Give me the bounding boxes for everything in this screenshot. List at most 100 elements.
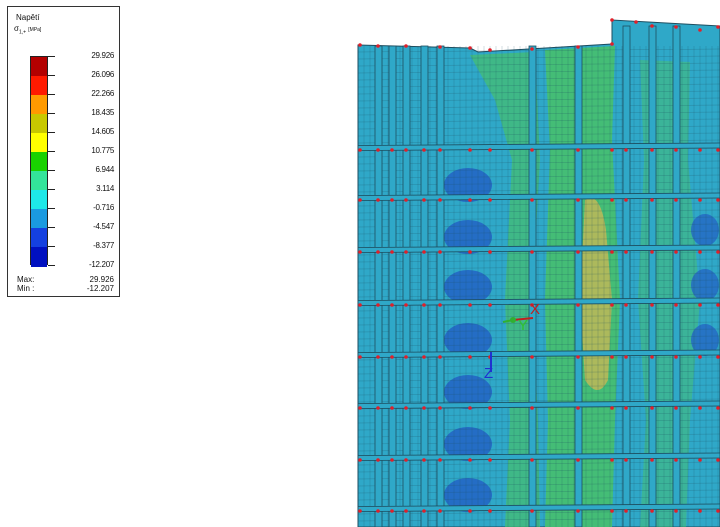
low-stress-patch: [444, 323, 492, 357]
node-marker: [624, 198, 628, 202]
node-marker: [390, 509, 394, 513]
node-marker: [468, 458, 472, 462]
node-marker: [358, 509, 362, 513]
horizontal-beam: [357, 400, 720, 409]
node-marker: [438, 250, 442, 254]
node-marker: [390, 148, 394, 152]
mesh-line-horizontal: [357, 293, 720, 298]
node-marker: [358, 43, 362, 47]
node-marker: [610, 198, 614, 202]
node-marker: [674, 406, 678, 410]
node-marker: [376, 148, 380, 152]
node-marker: [438, 509, 442, 513]
vertical-rib: [374, 45, 383, 527]
node-marker: [610, 303, 614, 307]
vertical-ribs: [374, 25, 681, 527]
mesh-line-horizontal: [357, 475, 720, 480]
node-marker: [438, 148, 442, 152]
node-marker: [468, 198, 472, 202]
node-marker: [390, 355, 394, 359]
mesh-line-horizontal: [357, 83, 720, 88]
mesh-line-horizontal: [357, 76, 720, 81]
mesh-line-horizontal: [357, 209, 720, 214]
mesh-line-horizontal: [357, 510, 720, 515]
node-marker: [390, 303, 394, 307]
node-marker: [488, 250, 492, 254]
mesh-line-horizontal: [357, 279, 720, 284]
node-marker: [674, 198, 678, 202]
node-marker: [716, 198, 720, 202]
node-marker: [576, 355, 580, 359]
node-marker: [468, 46, 472, 50]
z-axis-label: Z: [484, 365, 493, 382]
mesh-line-horizontal: [357, 391, 720, 396]
node-marker: [468, 303, 472, 307]
mesh-line-horizontal: [357, 377, 720, 382]
node-marker: [422, 303, 426, 307]
node-marker: [624, 148, 628, 152]
node-marker: [438, 458, 442, 462]
node-marker: [650, 250, 654, 254]
node-marker: [624, 406, 628, 410]
legend-tick: [48, 170, 55, 171]
node-marker: [576, 148, 580, 152]
mesh-line-horizontal: [357, 62, 720, 67]
node-marker: [698, 406, 702, 410]
legend-level-label: -4.547: [93, 222, 114, 231]
node-marker: [716, 509, 720, 513]
mesh-line-horizontal: [357, 468, 720, 473]
node-marker: [624, 303, 628, 307]
legend-level-label: 26.096: [91, 70, 114, 79]
low-stress-patch: [444, 427, 492, 461]
mesh-line-horizontal: [357, 440, 720, 445]
legend-swatch: [31, 190, 47, 210]
node-marker: [390, 198, 394, 202]
horizontal-beam: [357, 297, 720, 306]
mesh-line-horizontal: [357, 118, 720, 123]
node-marker: [530, 355, 534, 359]
node-marker: [358, 303, 362, 307]
node-marker: [438, 303, 442, 307]
mesh-line-horizontal: [357, 139, 720, 144]
legend-level-label: -12.207: [88, 260, 114, 269]
mesh-line-horizontal: [357, 314, 720, 319]
node-marker: [468, 355, 472, 359]
node-marker: [422, 406, 426, 410]
mesh-line-horizontal: [357, 230, 720, 235]
mesh-line-horizontal: [357, 461, 720, 466]
node-marker: [530, 148, 534, 152]
node-marker: [488, 406, 492, 410]
mesh-line-horizontal: [357, 356, 720, 361]
node-marker: [488, 509, 492, 513]
legend-max-label: Max:: [17, 275, 35, 284]
node-marker: [674, 148, 678, 152]
node-marker: [376, 198, 380, 202]
legend-tick: [48, 189, 55, 190]
node-marker: [576, 458, 580, 462]
node-marker: [674, 355, 678, 359]
mesh-line-horizontal: [357, 517, 720, 522]
legend-color-scale: [30, 56, 48, 267]
mesh-line-horizontal: [357, 286, 720, 291]
node-marker: [376, 509, 380, 513]
legend-swatch: [31, 133, 47, 153]
mesh-line-horizontal: [357, 412, 720, 417]
legend-swatch: [31, 57, 47, 77]
low-stress-patch: [444, 220, 492, 254]
mesh-line-horizontal: [357, 90, 720, 95]
mesh-line-horizontal: [357, 384, 720, 389]
node-marker: [674, 303, 678, 307]
legend-max-value: 29.926: [89, 275, 114, 284]
legend-tick: [48, 94, 55, 95]
mesh-line-horizontal: [357, 132, 720, 137]
node-marker: [576, 509, 580, 513]
node-marker: [624, 458, 628, 462]
horizontal-beam: [357, 452, 720, 461]
node-marker: [422, 250, 426, 254]
node-marker: [674, 458, 678, 462]
low-stress-patches: [444, 168, 719, 512]
legend-swatch: [31, 76, 47, 96]
low-stress-patch: [444, 270, 492, 304]
mesh-line-horizontal: [357, 335, 720, 340]
